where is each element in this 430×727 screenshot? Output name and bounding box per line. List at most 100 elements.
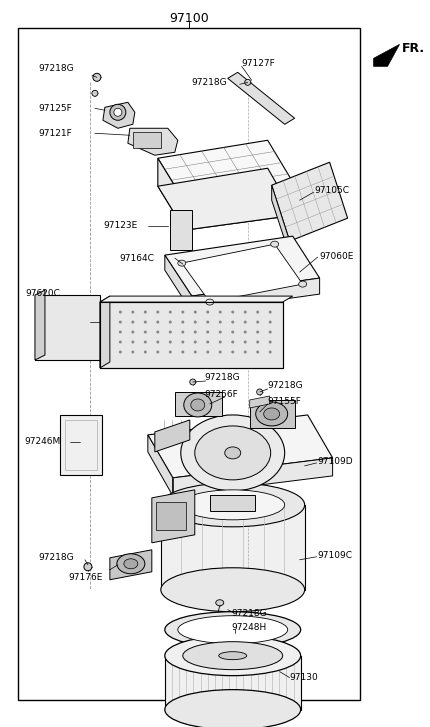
- Ellipse shape: [124, 559, 138, 569]
- Ellipse shape: [144, 350, 147, 353]
- Text: 97218G: 97218G: [192, 78, 227, 87]
- Ellipse shape: [181, 340, 184, 344]
- Ellipse shape: [256, 340, 259, 344]
- Ellipse shape: [269, 350, 272, 353]
- Text: 97130: 97130: [290, 673, 319, 682]
- Polygon shape: [185, 185, 295, 230]
- Polygon shape: [100, 302, 283, 368]
- Ellipse shape: [219, 340, 222, 344]
- Ellipse shape: [131, 340, 134, 344]
- Ellipse shape: [231, 350, 234, 353]
- Ellipse shape: [157, 350, 160, 353]
- Text: 97218G: 97218G: [268, 382, 303, 390]
- Ellipse shape: [106, 340, 109, 344]
- Polygon shape: [35, 295, 100, 360]
- Ellipse shape: [195, 426, 271, 480]
- Ellipse shape: [256, 350, 259, 353]
- Ellipse shape: [117, 554, 145, 574]
- Polygon shape: [128, 128, 178, 156]
- Ellipse shape: [178, 260, 186, 266]
- Ellipse shape: [216, 600, 224, 606]
- Text: 97105C: 97105C: [315, 185, 350, 195]
- Ellipse shape: [157, 340, 160, 344]
- Polygon shape: [272, 162, 347, 241]
- Polygon shape: [228, 72, 295, 124]
- Ellipse shape: [169, 331, 172, 334]
- Ellipse shape: [165, 690, 301, 727]
- Text: 97100: 97100: [169, 12, 209, 25]
- Ellipse shape: [157, 310, 160, 313]
- Polygon shape: [250, 400, 295, 428]
- Polygon shape: [374, 44, 399, 66]
- Bar: [65, 420, 97, 470]
- Ellipse shape: [131, 310, 134, 313]
- Text: 97125F: 97125F: [38, 104, 72, 113]
- Ellipse shape: [299, 281, 307, 287]
- Polygon shape: [173, 458, 333, 496]
- Text: 97218G: 97218G: [205, 374, 240, 382]
- Bar: [133, 132, 161, 148]
- Polygon shape: [272, 185, 290, 255]
- Polygon shape: [158, 168, 295, 230]
- Ellipse shape: [119, 340, 122, 344]
- Polygon shape: [148, 435, 173, 496]
- Ellipse shape: [169, 340, 172, 344]
- Ellipse shape: [181, 310, 184, 313]
- Ellipse shape: [191, 399, 205, 411]
- Ellipse shape: [271, 241, 279, 247]
- Ellipse shape: [257, 389, 263, 395]
- Ellipse shape: [183, 642, 283, 670]
- Ellipse shape: [131, 350, 134, 353]
- Ellipse shape: [244, 350, 247, 353]
- Ellipse shape: [161, 483, 304, 527]
- Ellipse shape: [144, 340, 147, 344]
- Text: 97109D: 97109D: [318, 457, 353, 467]
- Ellipse shape: [206, 310, 209, 313]
- Ellipse shape: [110, 104, 126, 120]
- Ellipse shape: [194, 321, 197, 324]
- Text: FR.: FR.: [402, 42, 425, 55]
- Ellipse shape: [119, 350, 122, 353]
- Ellipse shape: [114, 108, 122, 116]
- Ellipse shape: [231, 321, 234, 324]
- Ellipse shape: [231, 340, 234, 344]
- Bar: [60, 415, 102, 475]
- Text: 97218G: 97218G: [38, 64, 74, 73]
- Ellipse shape: [181, 350, 184, 353]
- Ellipse shape: [119, 321, 122, 324]
- Polygon shape: [100, 296, 110, 368]
- Text: 97127F: 97127F: [242, 59, 276, 68]
- Ellipse shape: [169, 321, 172, 324]
- Ellipse shape: [169, 310, 172, 313]
- Ellipse shape: [269, 321, 272, 324]
- Ellipse shape: [256, 331, 259, 334]
- Ellipse shape: [92, 90, 98, 96]
- Bar: [100, 302, 283, 368]
- Ellipse shape: [157, 321, 160, 324]
- Ellipse shape: [144, 321, 147, 324]
- Ellipse shape: [144, 331, 147, 334]
- Ellipse shape: [106, 331, 109, 334]
- Ellipse shape: [106, 310, 109, 313]
- Ellipse shape: [131, 331, 134, 334]
- Text: 97164C: 97164C: [120, 254, 155, 262]
- Ellipse shape: [244, 310, 247, 313]
- Text: 97218G: 97218G: [38, 553, 74, 562]
- Ellipse shape: [181, 331, 184, 334]
- Ellipse shape: [244, 321, 247, 324]
- Text: 97256F: 97256F: [205, 390, 239, 399]
- Ellipse shape: [256, 402, 288, 426]
- Text: 97109C: 97109C: [318, 551, 353, 561]
- Polygon shape: [103, 103, 135, 128]
- Ellipse shape: [269, 310, 272, 313]
- Polygon shape: [165, 656, 301, 710]
- Ellipse shape: [165, 635, 301, 675]
- Ellipse shape: [144, 310, 147, 313]
- Polygon shape: [165, 255, 192, 312]
- Ellipse shape: [231, 331, 234, 334]
- Polygon shape: [110, 550, 152, 579]
- Ellipse shape: [131, 321, 134, 324]
- Polygon shape: [158, 158, 185, 230]
- Ellipse shape: [264, 408, 280, 420]
- Polygon shape: [192, 278, 319, 312]
